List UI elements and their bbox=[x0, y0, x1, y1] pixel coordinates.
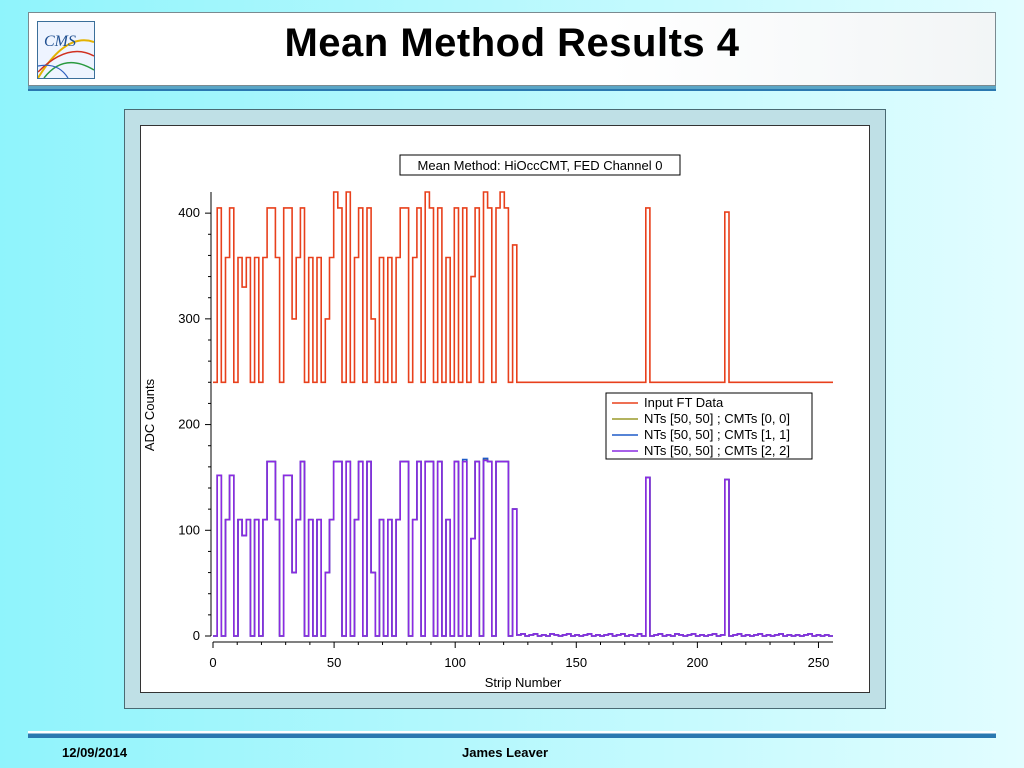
page-title: Mean Method Results 4 bbox=[284, 21, 740, 65]
x-tick-label: 100 bbox=[444, 655, 466, 670]
series-line-0 bbox=[213, 191, 833, 384]
slide-title-bar: CMS Mean Method Results 4 bbox=[28, 12, 996, 86]
x-tick-label: 250 bbox=[808, 655, 830, 670]
footer-author: James Leaver bbox=[462, 745, 549, 760]
series-line-3 bbox=[213, 459, 833, 637]
y-tick-label: 100 bbox=[178, 522, 200, 537]
series-line-2 bbox=[213, 457, 833, 637]
footer-date: 12/09/2014 bbox=[62, 745, 128, 760]
legend-box bbox=[605, 392, 813, 460]
legend-entry: NTs [50, 50] ; CMTs [2, 2] bbox=[644, 443, 790, 458]
y-axis-label: ADC Counts bbox=[142, 378, 157, 451]
x-axis-label: Strip Number bbox=[485, 675, 562, 690]
x-tick-label: 150 bbox=[565, 655, 587, 670]
y-tick-label: 300 bbox=[178, 311, 200, 326]
chart-axes: 0 100 200 300 400 0 50 100 150 200 250 bbox=[178, 192, 833, 670]
cms-logo-icon: CMS bbox=[38, 22, 94, 78]
y-tick-label: 0 bbox=[193, 628, 200, 643]
x-tick-label: 0 bbox=[209, 655, 216, 670]
footer-divider bbox=[28, 731, 996, 738]
chart-title-box: Mean Method: HiOccCMT, FED Channel 0 bbox=[399, 154, 681, 176]
legend-entry: Input FT Data bbox=[644, 395, 724, 410]
cms-logo-text: CMS bbox=[44, 33, 76, 50]
y-tick-label: 400 bbox=[178, 205, 200, 220]
y-tick-label: 200 bbox=[178, 417, 200, 432]
legend-entry: NTs [50, 50] ; CMTs [1, 1] bbox=[644, 427, 790, 442]
series-line-1 bbox=[213, 458, 833, 637]
legend-entry: NTs [50, 50] ; CMTs [0, 0] bbox=[644, 411, 790, 426]
x-tick-label: 200 bbox=[687, 655, 709, 670]
cms-logo: CMS bbox=[37, 21, 95, 79]
chart-series-lines bbox=[213, 191, 833, 637]
chart-title: Mean Method: HiOccCMT, FED Channel 0 bbox=[418, 158, 663, 173]
x-tick-label: 50 bbox=[327, 655, 341, 670]
